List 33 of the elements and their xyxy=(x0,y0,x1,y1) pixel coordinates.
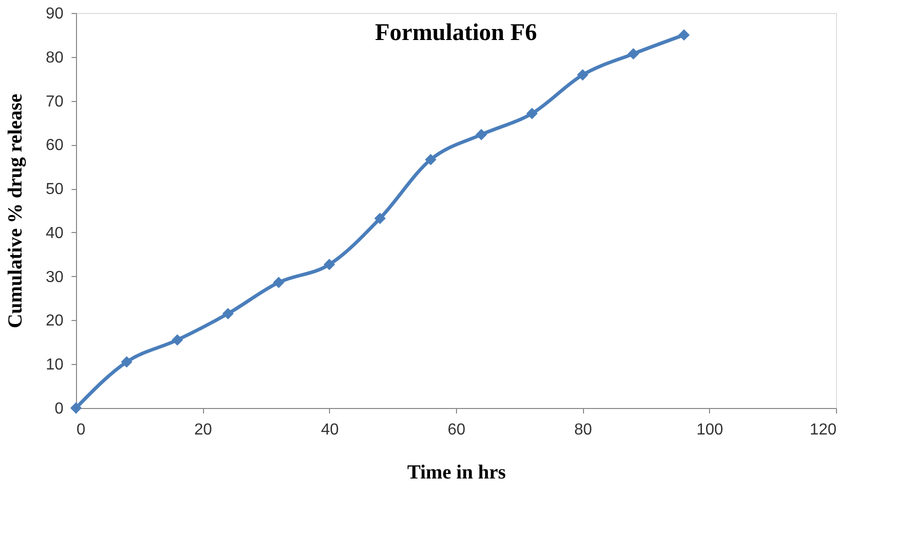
point xyxy=(628,48,640,60)
y-tick-label: 20 xyxy=(46,312,64,330)
point xyxy=(576,69,588,81)
y-tick-label: 50 xyxy=(46,181,64,198)
x-tick-label: 100 xyxy=(696,422,724,438)
point xyxy=(424,154,436,166)
y-tick-label: 80 xyxy=(46,49,64,66)
y-tick-label: 90 xyxy=(46,6,64,22)
point xyxy=(374,212,386,224)
x-tick-label: 80 xyxy=(574,422,592,438)
y-tick-label: 40 xyxy=(46,224,64,242)
x-tick-label: 0 xyxy=(76,422,86,438)
x-axis-title: Time in hrs xyxy=(407,462,506,484)
chart-title: Formulation F6 xyxy=(375,20,537,46)
point xyxy=(120,356,132,368)
y-tick-label: 10 xyxy=(46,356,64,374)
x-tick-label: 120 xyxy=(810,422,837,438)
point xyxy=(70,402,82,414)
point xyxy=(222,308,234,320)
y-axis-title: Cumulative % drug release xyxy=(4,94,27,328)
y-tick-label: 70 xyxy=(46,93,64,110)
point xyxy=(172,334,184,346)
x-tick-label: 60 xyxy=(448,422,466,438)
point xyxy=(678,29,690,41)
y-tick-label: 30 xyxy=(46,268,64,286)
point xyxy=(272,276,284,288)
point xyxy=(324,258,336,270)
x-tick-label: 40 xyxy=(320,422,339,438)
y-tick-label: 0 xyxy=(54,400,64,418)
point xyxy=(476,128,488,140)
y-tick-label: 60 xyxy=(46,137,64,154)
point xyxy=(526,108,538,120)
x-tick-label: 20 xyxy=(194,422,212,438)
